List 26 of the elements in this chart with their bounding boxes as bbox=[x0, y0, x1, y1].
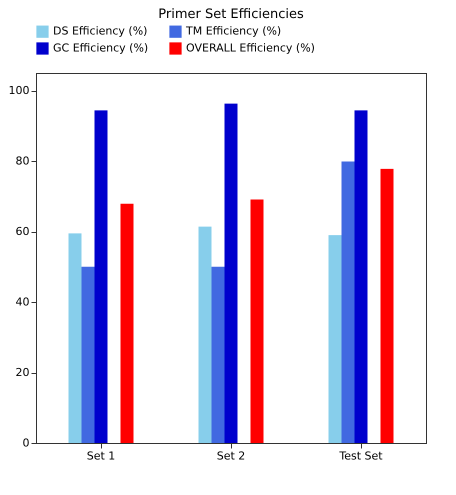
bar bbox=[328, 235, 342, 443]
bar bbox=[68, 233, 82, 443]
bar bbox=[224, 104, 238, 443]
x-tick-label: Set 1 bbox=[86, 450, 116, 462]
x-tick-label: Set 2 bbox=[216, 450, 246, 462]
bar bbox=[354, 110, 368, 443]
chart-title: Primer Set Efficiencies bbox=[158, 7, 304, 22]
legend-label: OVERALL Efficiency (%) bbox=[186, 42, 315, 54]
legend-label: TM Efficiency (%) bbox=[185, 24, 282, 38]
legend-label: DS Efficiency (%) bbox=[53, 24, 148, 38]
y-tick-label: 20 bbox=[16, 366, 30, 380]
y-tick-label: 80 bbox=[16, 154, 30, 168]
bar bbox=[342, 161, 354, 443]
bar bbox=[82, 266, 94, 443]
bar bbox=[94, 110, 108, 443]
bar bbox=[198, 226, 212, 443]
legend-label: GC Efficiency (%) bbox=[53, 42, 148, 54]
y-tick-label: 60 bbox=[16, 225, 30, 238]
y-tick-label: 0 bbox=[22, 436, 30, 450]
bar bbox=[120, 204, 134, 443]
x-tick-label: Test Set bbox=[338, 450, 384, 462]
bar bbox=[380, 168, 394, 443]
y-tick-label: 100 bbox=[8, 84, 30, 98]
bar bbox=[250, 200, 264, 443]
y-tick-label: 40 bbox=[16, 296, 30, 309]
bar bbox=[212, 266, 224, 443]
